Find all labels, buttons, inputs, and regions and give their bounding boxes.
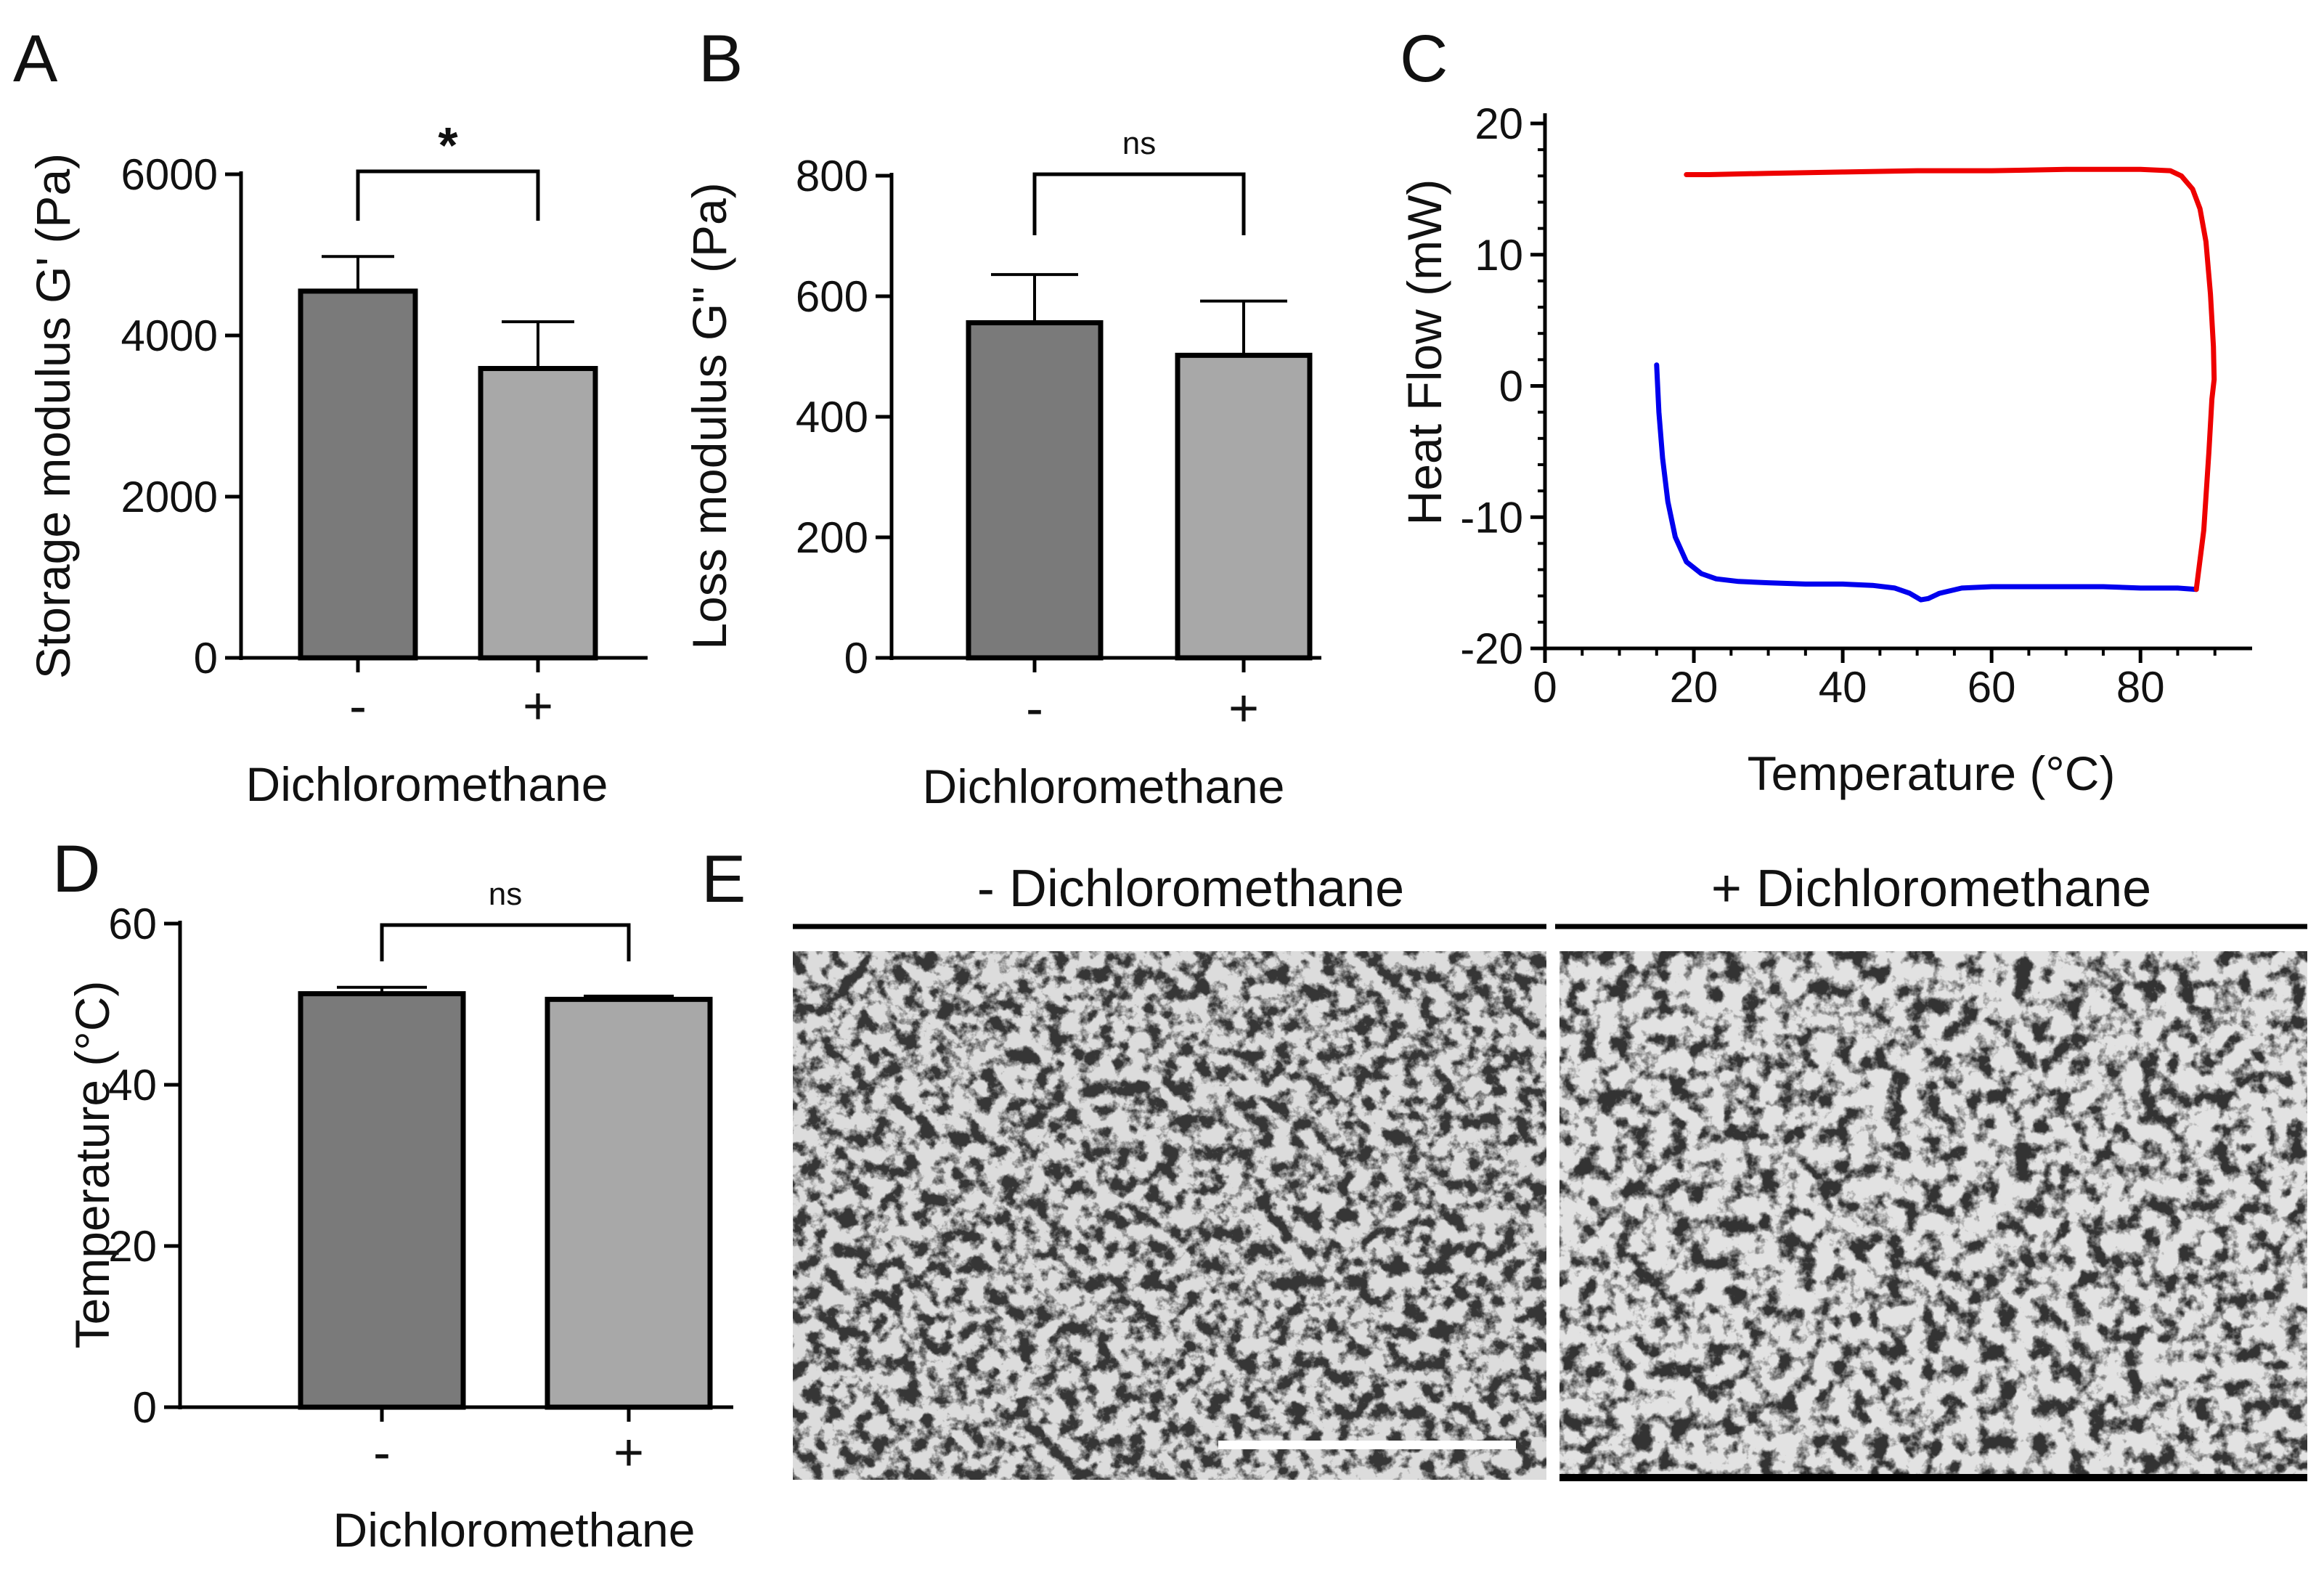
x-axis-title: Dichloromethane bbox=[246, 757, 608, 811]
loss-modulus-chart: 0 200 400 600 800 - + ns Dichloromethane Loss mod… bbox=[682, 126, 1321, 813]
x-tick-label: - bbox=[1026, 680, 1043, 738]
x-tick-label: - bbox=[349, 677, 367, 736]
y-tick-label: 200 bbox=[796, 513, 868, 562]
significance-bracket bbox=[380, 923, 631, 961]
x-tick-label: + bbox=[523, 677, 553, 736]
bar bbox=[298, 991, 466, 1410]
y-axis-title: Heat Flow (mW) bbox=[1398, 179, 1451, 526]
y-tick-label: -20 bbox=[1460, 624, 1523, 673]
panel-label-e: E bbox=[701, 842, 746, 916]
significance-label: * bbox=[438, 117, 458, 174]
panel-label-d: D bbox=[52, 832, 100, 906]
y-tick-label: 0 bbox=[194, 634, 218, 683]
significance-label: ns bbox=[489, 876, 522, 912]
panel-label-c: C bbox=[1400, 22, 1448, 96]
y-tick-label: 60 bbox=[108, 900, 157, 948]
x-axis-title: Temperature (°C) bbox=[1748, 746, 2116, 800]
x-tick-label: - bbox=[373, 1424, 391, 1482]
bar bbox=[478, 366, 598, 661]
y-tick-label: 40 bbox=[108, 1061, 157, 1109]
y-tick-label: 0 bbox=[844, 634, 868, 683]
bar bbox=[298, 288, 418, 661]
y-tick-label: 800 bbox=[796, 152, 868, 200]
y-tick-label: 20 bbox=[1475, 99, 1523, 148]
x-tick-label: 80 bbox=[2116, 663, 2165, 712]
storage-modulus-chart: 0 2000 4000 6000 - + * Dichloromethane Storage m… bbox=[26, 117, 648, 811]
panel-label-b: B bbox=[698, 22, 743, 96]
cooling-curve bbox=[1684, 166, 2217, 592]
y-tick-label: 600 bbox=[796, 272, 868, 321]
transition-temperature-chart: 0 20 40 60 - + ns Dichloromethane Temperature (°… bbox=[65, 876, 733, 1557]
bar bbox=[545, 996, 713, 1410]
y-tick-label: -10 bbox=[1460, 493, 1523, 542]
y-tick-label: 0 bbox=[133, 1383, 157, 1432]
x-tick-label: 40 bbox=[1819, 663, 1867, 712]
bar bbox=[966, 320, 1104, 661]
x-axis-title: Dichloromethane bbox=[333, 1503, 696, 1557]
y-axis-title: Loss modulus G" (Pa) bbox=[682, 182, 736, 649]
sem-panel: - Dichloromethane + Dichloromethane bbox=[793, 860, 2307, 1481]
sem-image-untreated bbox=[793, 951, 1546, 1480]
y-tick-label: 0 bbox=[1499, 362, 1523, 411]
significance-bracket bbox=[1032, 172, 1246, 235]
significance-label: ns bbox=[1122, 126, 1156, 161]
x-tick-label: + bbox=[613, 1424, 644, 1482]
sem-right-title: + Dichloromethane bbox=[1711, 860, 2151, 918]
x-axis-title: Dichloromethane bbox=[923, 759, 1285, 813]
y-tick-label: 6000 bbox=[121, 150, 218, 199]
significance-bracket bbox=[356, 169, 540, 221]
bar bbox=[1175, 352, 1313, 661]
x-tick-label: 60 bbox=[1968, 663, 2016, 712]
y-tick-label: 10 bbox=[1475, 231, 1523, 280]
y-tick-label: 20 bbox=[108, 1222, 157, 1271]
x-tick-label: + bbox=[1228, 680, 1259, 738]
y-tick-label: 400 bbox=[796, 393, 868, 441]
y-axis-title: Temperature (°C) bbox=[65, 981, 119, 1349]
heating-curve bbox=[1654, 362, 2199, 603]
y-axis-title: Storage modulus G' (Pa) bbox=[26, 153, 80, 679]
sem-left-title: - Dichloromethane bbox=[977, 860, 1404, 918]
y-tick-label: 2000 bbox=[121, 473, 218, 521]
x-tick-label: 0 bbox=[1533, 663, 1557, 712]
panel-label-a: A bbox=[13, 22, 58, 96]
x-tick-label: 20 bbox=[1670, 663, 1718, 712]
y-tick-label: 4000 bbox=[121, 311, 218, 360]
sem-image-treated bbox=[1559, 951, 2307, 1481]
